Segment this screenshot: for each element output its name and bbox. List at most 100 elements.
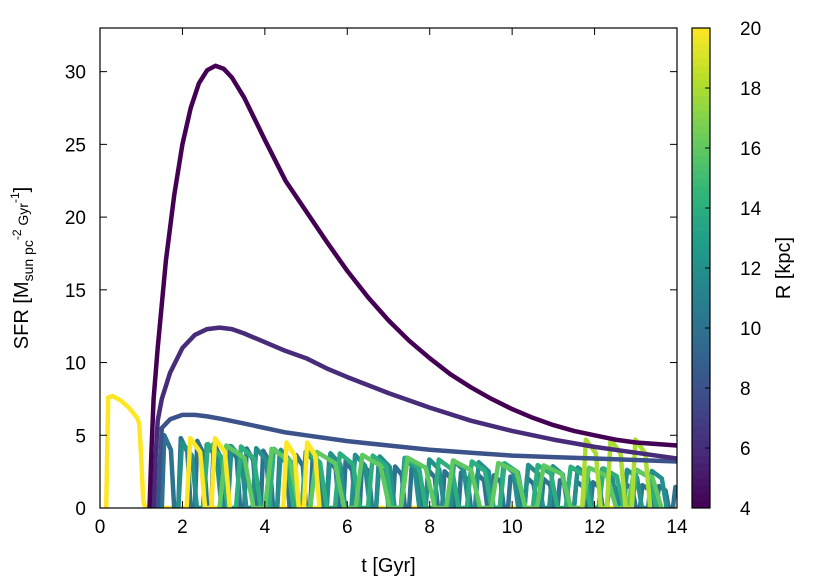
x-axis-label: t [Gyr] <box>361 555 415 577</box>
colorbar-segment <box>692 373 710 381</box>
colorbar-segment <box>692 208 710 216</box>
series-oscillating-line-3 <box>217 443 664 508</box>
colorbar-tick-label: 8 <box>740 379 751 400</box>
colorbar-segment <box>692 425 710 434</box>
colorbar-segment <box>692 290 710 299</box>
colorbar-segment <box>692 133 710 141</box>
colorbar-segment <box>692 73 710 81</box>
colorbar-segment <box>692 343 710 351</box>
y-axis-label-mid: Gyr <box>15 203 31 230</box>
y-tick-label: 5 <box>75 426 86 447</box>
colorbar-segment <box>692 230 710 239</box>
colorbar-segment <box>692 65 710 74</box>
x-axis: 0 2 4 6 8 10 12 14 <box>95 28 688 538</box>
colorbar-segment <box>692 418 710 426</box>
colorbar-segment <box>692 365 710 374</box>
y-axis-label-sup1: -2 <box>10 229 24 240</box>
series-oscillating-line-5 <box>184 435 233 508</box>
colorbar-segment <box>692 118 710 126</box>
colorbar-segment <box>692 410 710 419</box>
colorbar-segment <box>692 433 710 441</box>
x-tick-label: 6 <box>342 517 353 538</box>
colorbar-segment <box>692 148 710 156</box>
colorbar-segment <box>692 110 710 119</box>
series-line-r6 <box>151 325 677 508</box>
colorbar-segment <box>692 455 710 464</box>
colorbar-segment <box>692 185 710 194</box>
y-tick-label: 0 <box>75 499 86 520</box>
y-tick-label: 10 <box>65 354 86 375</box>
y-tick-label: 20 <box>65 208 86 229</box>
y-tick-label: 15 <box>65 281 86 302</box>
colorbar-segment <box>692 485 710 494</box>
series-line-r8 <box>155 412 677 508</box>
series-line-r4 <box>147 63 677 508</box>
series-oscillating-line-6 <box>281 440 322 508</box>
colorbar-segment <box>692 245 710 254</box>
colorbar-tick-label: 6 <box>740 439 751 460</box>
x-tick-label: 14 <box>666 517 688 538</box>
colorbar-segment <box>692 328 710 336</box>
x-tick-label: 12 <box>584 517 605 538</box>
x-tick-label: 8 <box>424 517 435 538</box>
colorbar: 4 6 8 10 12 14 16 18 20 <box>691 19 762 520</box>
colorbar-segment <box>692 500 710 509</box>
colorbar-segment <box>692 50 710 59</box>
colorbar-segment <box>692 463 710 471</box>
colorbar-segment <box>692 470 710 479</box>
colorbar-segment <box>692 170 710 179</box>
x-tick-label: 10 <box>502 517 523 538</box>
colorbar-segment <box>692 335 710 344</box>
plot-area <box>103 63 677 508</box>
x-tick-label: 4 <box>260 517 271 538</box>
colorbar-segment <box>692 28 710 36</box>
colorbar-segment <box>692 125 710 134</box>
colorbar-segment <box>692 58 710 66</box>
colorbar-segment <box>692 223 710 231</box>
colorbar-segment <box>692 215 710 224</box>
colorbar-segment <box>692 350 710 359</box>
colorbar-segment <box>692 163 710 171</box>
plot-frame <box>99 27 678 509</box>
colorbar-segment <box>692 95 710 104</box>
colorbar-tick-label: 20 <box>740 19 761 40</box>
colorbar-segment <box>692 320 710 329</box>
colorbar-tick-label: 18 <box>740 79 761 100</box>
colorbar-segment <box>692 103 710 111</box>
colorbar-segment <box>692 358 710 366</box>
colorbar-tick-label: 14 <box>740 199 762 220</box>
colorbar-segment <box>692 178 710 186</box>
colorbar-segment <box>692 268 710 276</box>
colorbar-segment <box>692 448 710 456</box>
colorbar-segment <box>692 43 710 51</box>
colorbar-tick-label: 4 <box>740 499 751 520</box>
colorbar-segment <box>692 380 710 389</box>
y-axis-label-sub: sun pc <box>20 240 36 281</box>
colorbar-segment <box>692 275 710 284</box>
colorbar-segment <box>692 155 710 164</box>
colorbar-segment <box>692 440 710 449</box>
colorbar-label: R [kpc] <box>773 237 795 299</box>
colorbar-tick-label: 16 <box>740 139 761 160</box>
colorbar-tick-label: 10 <box>740 319 761 340</box>
y-axis-label-sup2: -1 <box>8 192 22 203</box>
colorbar-segment <box>692 140 710 149</box>
colorbar-segment <box>692 305 710 314</box>
colorbar-segment <box>692 388 710 396</box>
x-tick-label: 2 <box>177 517 188 538</box>
colorbar-segment <box>692 35 710 44</box>
colorbar-segment <box>692 253 710 261</box>
y-tick-label: 30 <box>65 63 86 84</box>
colorbar-segment <box>692 193 710 201</box>
colorbar-segment <box>692 283 710 291</box>
colorbar-segment <box>692 478 710 486</box>
colorbar-segment <box>692 200 710 209</box>
y-tick-label: 25 <box>65 135 86 156</box>
series-line-r20 <box>103 393 148 508</box>
colorbar-segment <box>692 238 710 246</box>
colorbar-segment <box>692 493 710 501</box>
y-axis: 0 5 10 15 20 25 30 <box>65 63 677 520</box>
y-axis-label: SFR [Msun pc-2 Gyr-1] <box>8 187 36 349</box>
y-axis-label-end: ] <box>11 187 33 193</box>
